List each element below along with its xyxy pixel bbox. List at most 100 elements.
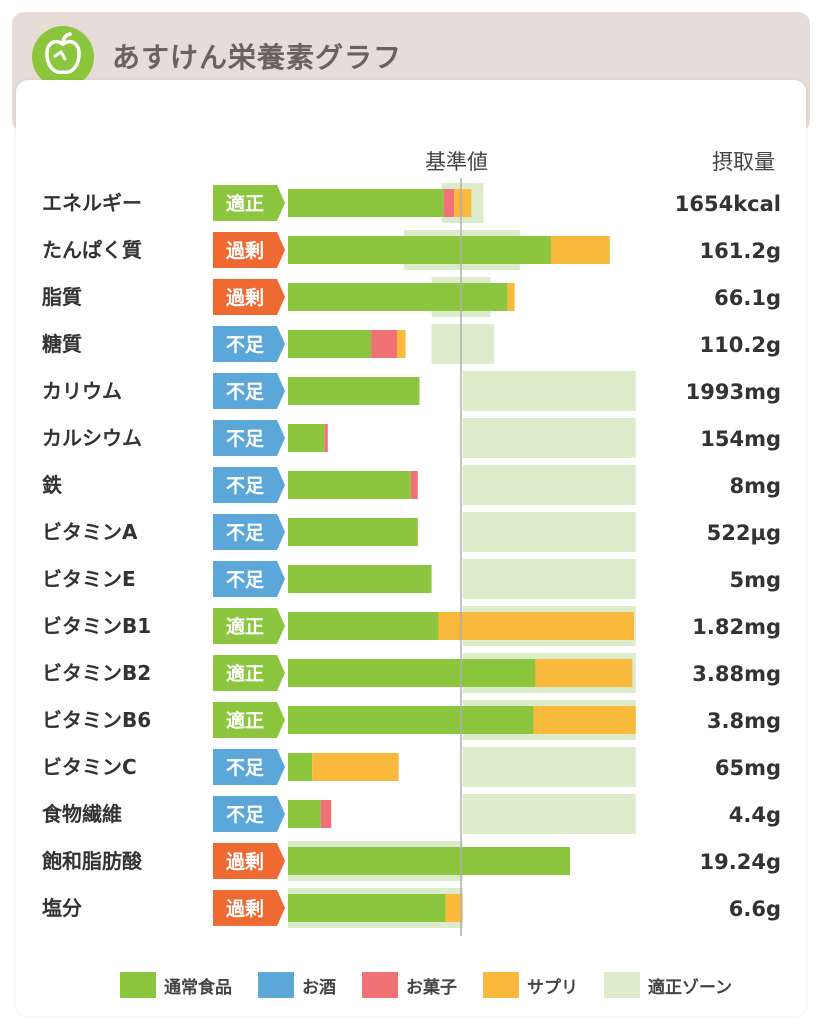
status-badge: [213, 749, 285, 785]
zone-band: [462, 747, 636, 787]
app-title: あすけん栄養素グラフ: [112, 41, 403, 74]
nutrient-name: カルシウム: [42, 426, 142, 450]
legend-swatch: [120, 972, 156, 998]
zone-band: [462, 465, 636, 505]
intake-amount: 1654kcal: [675, 192, 781, 216]
bar-food: [288, 236, 551, 264]
nutrient-name: ビタミンE: [42, 567, 136, 591]
legend-item: お菓子: [362, 972, 457, 998]
intake-amount: 1993mg: [686, 380, 781, 404]
status-badge: [213, 279, 285, 315]
bar-food: [288, 283, 508, 311]
nutrient-name: ビタミンB2: [42, 661, 151, 685]
status-badge: [213, 420, 285, 456]
nutrient-name: 鉄: [42, 473, 62, 497]
intake-amount: 3.8mg: [707, 709, 781, 733]
nutrient-name: ビタミンB6: [42, 708, 151, 732]
intake-amount: 5mg: [729, 568, 781, 592]
intake-amount: 4.4g: [729, 803, 781, 827]
legend-item: サプリ: [483, 972, 578, 998]
bar-food: [288, 330, 372, 358]
legend-swatch: [258, 972, 294, 998]
nutrient-name: 食物繊維: [42, 802, 122, 826]
legend-item: お酒: [258, 972, 336, 998]
status-label: 不足: [226, 804, 265, 826]
nutrient-name: 糖質: [42, 332, 82, 356]
bar-supplement: [312, 753, 399, 781]
status-badge: [213, 890, 285, 926]
legend-swatch: [483, 972, 519, 998]
intake-amount: 154mg: [700, 427, 781, 451]
bar-food: [288, 518, 418, 546]
intake-amount: 522µg: [707, 521, 781, 545]
status-badge: [213, 608, 285, 644]
bar-sweets: [371, 330, 397, 358]
status-badge: [213, 655, 285, 691]
intake-column-label: 摂取量: [712, 150, 775, 174]
status-badge: [213, 796, 285, 832]
status-label: 過剰: [226, 850, 264, 873]
bar-supplement: [396, 330, 406, 358]
bar-sweets: [410, 471, 418, 499]
apple-scale-icon: [32, 26, 94, 88]
status-label: 不足: [226, 381, 265, 403]
status-badge: [213, 843, 285, 879]
bar-food: [288, 706, 534, 734]
bar-sweets: [320, 800, 332, 828]
nutrient-name: ビタミンC: [42, 755, 137, 779]
zone-band: [431, 324, 494, 364]
nutrient-name: 塩分: [42, 896, 82, 920]
status-label: 過剰: [226, 239, 264, 262]
bar-food: [288, 189, 444, 217]
nutrient-name: 飽和脂肪酸: [42, 849, 143, 873]
status-label: 不足: [226, 757, 265, 779]
status-label: 不足: [226, 334, 265, 356]
bar-food: [288, 894, 446, 922]
bar-food: [288, 424, 325, 452]
legend-item: 通常食品: [120, 972, 232, 998]
status-label: 適正: [226, 709, 264, 732]
status-label: 過剰: [226, 897, 264, 920]
bar-supplement: [535, 659, 633, 687]
nutrient-name: エネルギー: [42, 191, 142, 215]
bar-food: [288, 377, 420, 405]
status-badge: [213, 185, 285, 221]
intake-amount: 110.2g: [700, 333, 781, 357]
intake-amount: 6.6g: [729, 897, 781, 921]
legend-item: 適正ゾーン: [604, 972, 732, 998]
legend-label: 適正ゾーン: [648, 977, 733, 998]
intake-amount: 65mg: [715, 756, 781, 780]
status-badge: [213, 702, 285, 738]
bar-sweets: [324, 424, 328, 452]
legend-swatch: [604, 972, 640, 998]
bar-supplement: [454, 189, 472, 217]
nutrient-name: たんぱく質: [42, 238, 142, 262]
intake-amount: 3.88mg: [692, 662, 781, 686]
status-badge: [213, 373, 285, 409]
bar-supplement: [550, 236, 610, 264]
status-badge: [213, 467, 285, 503]
bar-supplement: [533, 706, 636, 734]
bar-food: [288, 753, 313, 781]
status-label: 適正: [226, 192, 264, 215]
bar-food: [288, 800, 321, 828]
legend-label: お菓子: [406, 977, 457, 998]
bar-food: [288, 659, 536, 687]
legend-label: 通常食品: [164, 977, 232, 998]
status-label: 適正: [226, 662, 264, 685]
intake-amount: 161.2g: [700, 239, 781, 263]
chart-legend: 通常食品 お酒 お菓子 サプリ 適正ゾーン: [120, 970, 758, 1000]
zone-band: [462, 512, 636, 552]
bar-supplement: [438, 612, 634, 640]
status-label: 過剰: [226, 286, 264, 309]
bar-food: [288, 471, 411, 499]
zone-band: [462, 371, 636, 411]
legend-swatch: [362, 972, 398, 998]
status-label: 不足: [226, 569, 265, 591]
zone-band: [462, 418, 636, 458]
bar-food: [288, 612, 439, 640]
status-badge: [213, 326, 285, 362]
bar-supplement: [507, 283, 515, 311]
reference-column-label: 基準値: [425, 150, 488, 174]
